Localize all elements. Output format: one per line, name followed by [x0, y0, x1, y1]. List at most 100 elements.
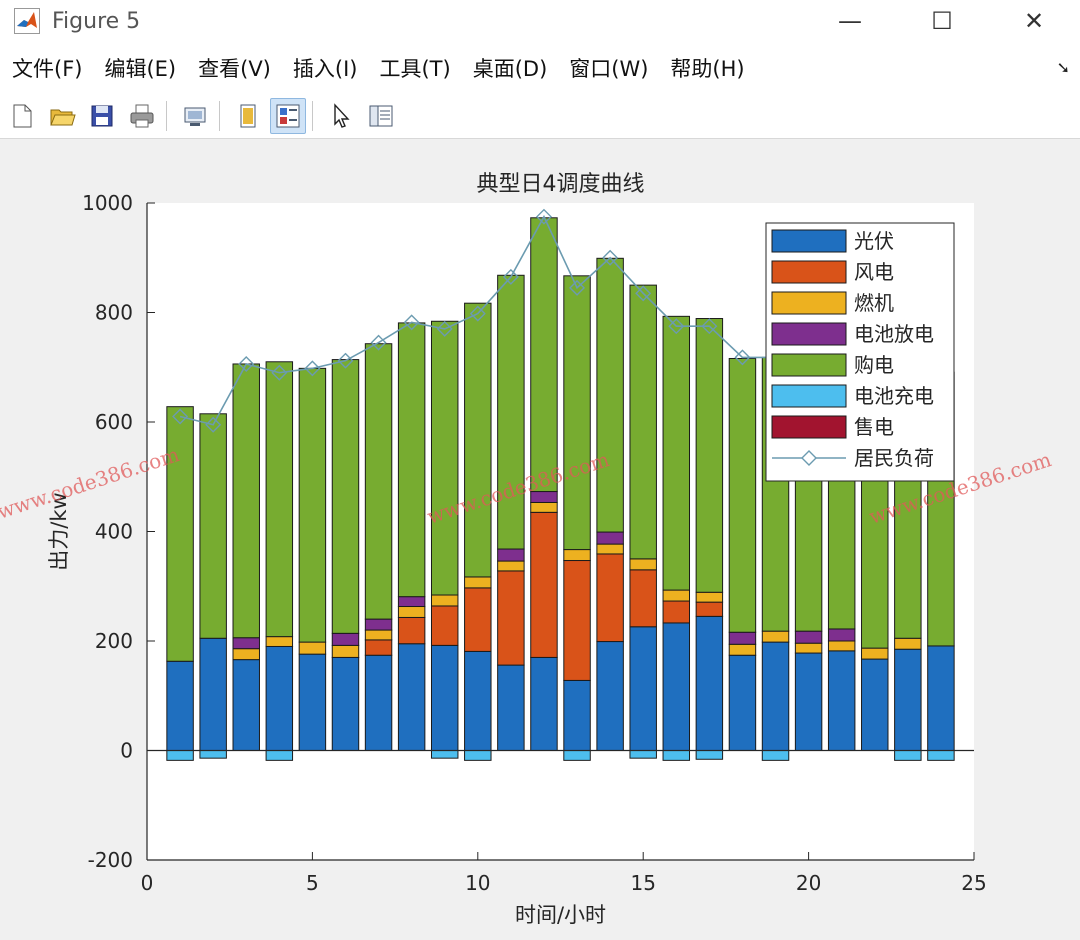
bar-segment[interactable]: [728, 357, 757, 633]
menu-edit[interactable]: 编辑(E): [104, 57, 177, 81]
edit-plot-arrow-icon[interactable]: [323, 98, 359, 134]
bar-segment[interactable]: [530, 511, 558, 658]
bar-segment[interactable]: [629, 750, 657, 759]
bar-segment[interactable]: [331, 656, 360, 751]
menu-file[interactable]: 文件(F): [12, 57, 83, 81]
load-point-diamond[interactable]: [205, 416, 222, 433]
menu-insert[interactable]: 插入(I): [292, 57, 358, 81]
bar-segment[interactable]: [728, 631, 757, 645]
bar-segment[interactable]: [265, 645, 294, 752]
minimize-button[interactable]: —: [838, 7, 862, 35]
bar-segment[interactable]: [364, 654, 393, 751]
bar-segment[interactable]: [430, 644, 459, 752]
menu-window[interactable]: 窗口(W): [569, 57, 649, 81]
dock-arrow-icon[interactable]: ➘: [1056, 58, 1070, 77]
load-point-diamond[interactable]: [436, 320, 453, 337]
bar-segment[interactable]: [464, 650, 492, 752]
bar-segment[interactable]: [166, 750, 194, 761]
bar-segment[interactable]: [530, 501, 558, 513]
bar-segment[interactable]: [695, 615, 724, 751]
menu-help[interactable]: 帮助(H): [670, 57, 745, 81]
bar-segment[interactable]: [265, 636, 294, 647]
bar-segment[interactable]: [761, 750, 790, 761]
new-figure-icon[interactable]: [4, 98, 40, 134]
bar-segment[interactable]: [728, 654, 757, 751]
bar-segment[interactable]: [794, 630, 823, 644]
bar-segment[interactable]: [695, 318, 724, 593]
bar-segment[interactable]: [662, 622, 691, 751]
bar-segment[interactable]: [464, 576, 492, 589]
bar-segment[interactable]: [331, 644, 360, 658]
load-point-diamond[interactable]: [337, 352, 354, 369]
bar-segment[interactable]: [232, 648, 260, 661]
bar-segment[interactable]: [166, 660, 194, 752]
bar-segment[interactable]: [497, 664, 525, 752]
bar-segment[interactable]: [629, 569, 657, 628]
bar-segment[interactable]: [464, 302, 492, 578]
bar-segment[interactable]: [761, 641, 790, 751]
figure-canvas[interactable]: 0 5 10 15 20 25 -200 0 200 400 600 800 1000 典型日4调度曲线…: [0, 139, 1080, 940]
bar-segment[interactable]: [794, 642, 823, 654]
bar-segment[interactable]: [927, 750, 955, 761]
bar-segment[interactable]: [861, 647, 889, 660]
bar-segment[interactable]: [199, 413, 227, 639]
bar-segment[interactable]: [596, 641, 624, 751]
close-button[interactable]: ✕: [1023, 7, 1045, 35]
link-plot-icon[interactable]: [177, 98, 213, 134]
load-point-diamond[interactable]: [668, 318, 685, 335]
bar-segment[interactable]: [497, 570, 525, 666]
bar-segment[interactable]: [695, 591, 724, 603]
bar-segment[interactable]: [629, 284, 657, 560]
menu-desktop[interactable]: 桌面(D): [472, 57, 548, 81]
menu-tools[interactable]: 工具(T): [379, 57, 451, 81]
bar-segment[interactable]: [298, 653, 327, 752]
bar-segment[interactable]: [927, 645, 955, 751]
bar-segment[interactable]: [563, 750, 591, 761]
bar-segment[interactable]: [894, 637, 922, 650]
bar-segment[interactable]: [497, 560, 525, 572]
bar-segment[interactable]: [596, 543, 624, 555]
bar-segment[interactable]: [232, 659, 260, 751]
maximize-button[interactable]: ☐: [931, 7, 953, 35]
bar-segment[interactable]: [166, 406, 194, 662]
stacked-bar-chart[interactable]: 0 5 10 15 20 25 -200 0 200 400 600 800 1000 典型日4调度曲线…: [0, 139, 1080, 940]
bar-segment[interactable]: [364, 639, 393, 656]
bar-segment[interactable]: [596, 553, 624, 643]
bar-segment[interactable]: [364, 618, 393, 631]
bar-segment[interactable]: [331, 632, 360, 646]
bar-segment[interactable]: [364, 343, 393, 620]
open-file-icon[interactable]: [44, 98, 80, 134]
load-point-diamond[interactable]: [271, 364, 288, 381]
bar-segment[interactable]: [199, 637, 227, 752]
bar-segment[interactable]: [662, 315, 691, 591]
property-inspector-icon[interactable]: [363, 98, 399, 134]
bar-segment[interactable]: [728, 643, 757, 656]
bar-segment[interactable]: [530, 656, 558, 751]
bar-segment[interactable]: [430, 594, 459, 607]
bar-segment[interactable]: [397, 606, 426, 618]
bar-segment[interactable]: [265, 750, 294, 761]
bar-segment[interactable]: [827, 640, 856, 652]
bar-segment[interactable]: [497, 548, 525, 562]
bar-segment[interactable]: [794, 652, 823, 751]
load-point-diamond[interactable]: [370, 334, 387, 351]
bar-segment[interactable]: [629, 558, 657, 571]
bar-segment[interactable]: [530, 217, 558, 493]
bar-segment[interactable]: [397, 616, 426, 645]
bar-segment[interactable]: [662, 589, 691, 602]
bar-segment[interactable]: [298, 641, 327, 655]
bar-segment[interactable]: [497, 274, 525, 550]
bar-segment[interactable]: [662, 600, 691, 624]
load-point-diamond[interactable]: [403, 314, 420, 331]
bar-segment[interactable]: [596, 257, 624, 533]
load-point-diamond[interactable]: [238, 355, 255, 372]
bar-segment[interactable]: [298, 367, 327, 643]
bar-segment[interactable]: [430, 320, 459, 596]
load-point-diamond[interactable]: [535, 208, 552, 225]
bar-segment[interactable]: [397, 596, 426, 608]
load-point-diamond[interactable]: [469, 305, 486, 322]
load-point-diamond[interactable]: [734, 349, 751, 366]
load-point-diamond[interactable]: [569, 279, 586, 296]
bar-segment[interactable]: [397, 322, 426, 598]
